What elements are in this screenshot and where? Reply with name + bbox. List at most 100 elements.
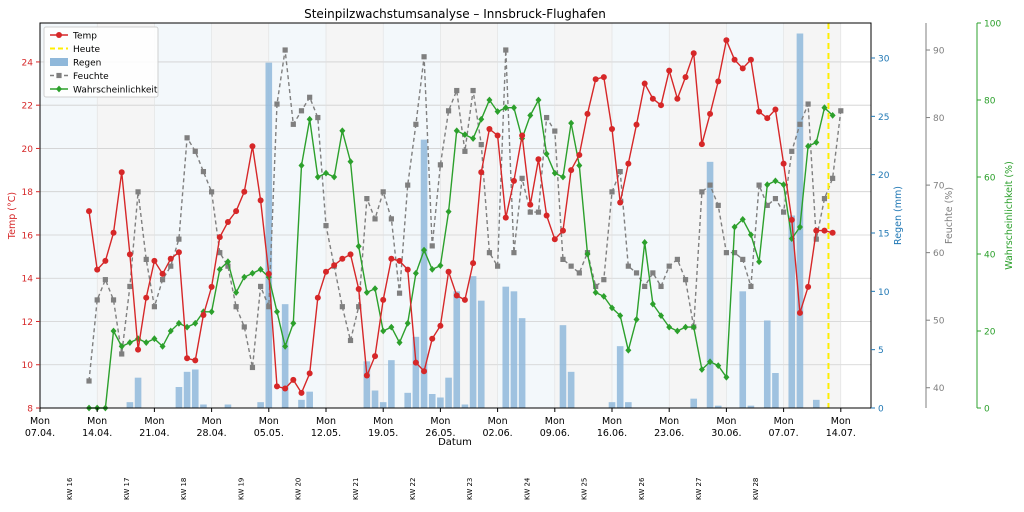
rain-tick-label: 10	[878, 288, 890, 298]
point-feuchte	[715, 202, 721, 208]
point-feuchte	[756, 182, 762, 188]
point-wahrscheinlichkeit	[510, 104, 517, 112]
point-wahrscheinlichkeit	[200, 308, 207, 316]
x-tick-label-day: Mon	[545, 416, 565, 427]
x-tick-label-day: Mon	[716, 416, 736, 427]
temp-tick-label: 10	[22, 361, 34, 371]
point-temp	[339, 255, 346, 262]
rain-bar	[265, 62, 273, 409]
point-wahrscheinlichkeit	[453, 127, 460, 135]
x-tick-label-date: 14.07.	[826, 428, 856, 439]
point-feuchte	[617, 168, 623, 175]
point-feuchte	[86, 378, 92, 384]
point-feuchte	[503, 47, 509, 53]
point-feuchte	[323, 223, 329, 229]
rain-tick-label: 0	[878, 405, 884, 415]
rain-bar	[510, 291, 518, 408]
rain-tick-label: 25	[878, 113, 889, 123]
point-wahrscheinlichkeit	[339, 127, 346, 135]
point-wahrscheinlichkeit	[690, 323, 697, 331]
x-tick-label-date: 05.05.	[254, 428, 284, 439]
rain-bar	[763, 320, 771, 408]
point-feuchte	[225, 263, 231, 269]
rain-bar	[461, 404, 469, 408]
rain-bar	[772, 373, 779, 408]
rain-bar	[224, 404, 232, 408]
point-temp	[764, 115, 771, 122]
chart-title: Steinpilzwachstumsanalyse – Innsbruck-Fl…	[304, 7, 606, 21]
point-wahrscheinlichkeit	[805, 142, 812, 150]
point-feuchte	[405, 182, 411, 188]
point-feuchte	[110, 297, 117, 303]
point-feuchte	[838, 108, 844, 114]
point-feuchte	[307, 94, 313, 100]
point-temp	[118, 169, 125, 176]
point-feuchte	[356, 304, 362, 310]
point-temp	[208, 283, 215, 290]
point-wahrscheinlichkeit	[437, 262, 444, 269]
point-temp	[143, 294, 150, 301]
point-wahrscheinlichkeit	[731, 223, 738, 231]
point-temp	[200, 311, 207, 318]
legend-box	[43, 26, 159, 98]
point-feuchte	[258, 283, 264, 290]
point-temp	[323, 268, 329, 275]
temp-axis-label: Temp (°C)	[7, 192, 18, 240]
week-label: KW 24	[523, 477, 531, 500]
rain-bar	[788, 215, 796, 408]
legend-rain-swatch	[50, 58, 68, 66]
point-feuchte	[396, 290, 403, 296]
point-temp	[175, 249, 182, 256]
point-wahrscheinlichkeit	[764, 181, 771, 189]
point-feuchte	[633, 270, 640, 276]
point-temp	[788, 216, 795, 223]
point-temp	[674, 95, 681, 102]
point-feuchte	[94, 297, 100, 303]
rain-bar	[257, 402, 264, 408]
week-label: KW 27	[695, 478, 703, 500]
temp-tick-label: 8	[27, 405, 33, 415]
point-wahrscheinlichkeit	[821, 104, 828, 112]
point-feuchte	[143, 256, 149, 263]
axes: 8 10 12 14 16 18 20 22 24 Temp (°C) 0 5 10 15 20 25 30 Re…	[7, 20, 1015, 415]
point-feuchte	[151, 304, 157, 310]
rain-tick-label: 30	[878, 55, 890, 65]
point-temp	[461, 296, 468, 303]
point-temp	[331, 262, 338, 269]
point-temp	[772, 106, 779, 113]
point-temp	[363, 372, 370, 379]
point-wahrscheinlichkeit	[780, 181, 787, 189]
x-tick-label-date: 07.07.	[768, 428, 798, 439]
rain-bar	[200, 404, 207, 408]
point-wahrscheinlichkeit	[110, 327, 117, 335]
point-wahrscheinlichkeit	[756, 258, 763, 266]
point-temp	[780, 160, 787, 167]
point-wahrscheinlichkeit	[658, 312, 665, 319]
x-tick-label-day: Mon	[774, 416, 794, 427]
point-wahrscheinlichkeit	[216, 266, 223, 273]
point-wahrscheinlichkeit	[527, 112, 534, 119]
point-temp	[151, 257, 158, 264]
point-feuchte	[159, 277, 166, 283]
legend-temp-marker	[56, 32, 62, 38]
x-tick-label-date: 14.04.	[82, 428, 112, 439]
point-wahrscheinlichkeit	[772, 177, 779, 185]
x-tick-label-date: 12.05.	[311, 428, 341, 439]
point-feuchte	[380, 189, 386, 195]
legend-label: Regen	[73, 59, 101, 69]
point-temp	[625, 160, 632, 167]
point-feuchte	[772, 196, 779, 202]
probability-tick-label: 100	[984, 20, 1001, 30]
point-temp	[649, 95, 656, 102]
point-feuchte	[421, 54, 427, 60]
point-temp	[470, 260, 477, 267]
point-wahrscheinlichkeit	[273, 308, 280, 316]
point-wahrscheinlichkeit	[355, 242, 362, 250]
point-feuchte	[249, 364, 256, 371]
point-wahrscheinlichkeit	[233, 289, 240, 296]
point-wahrscheinlichkeit	[249, 269, 256, 277]
point-wahrscheinlichkeit	[551, 169, 558, 177]
point-wahrscheinlichkeit	[429, 266, 436, 273]
temp-tick-label: 22	[22, 102, 33, 112]
rain-bar	[306, 391, 313, 408]
